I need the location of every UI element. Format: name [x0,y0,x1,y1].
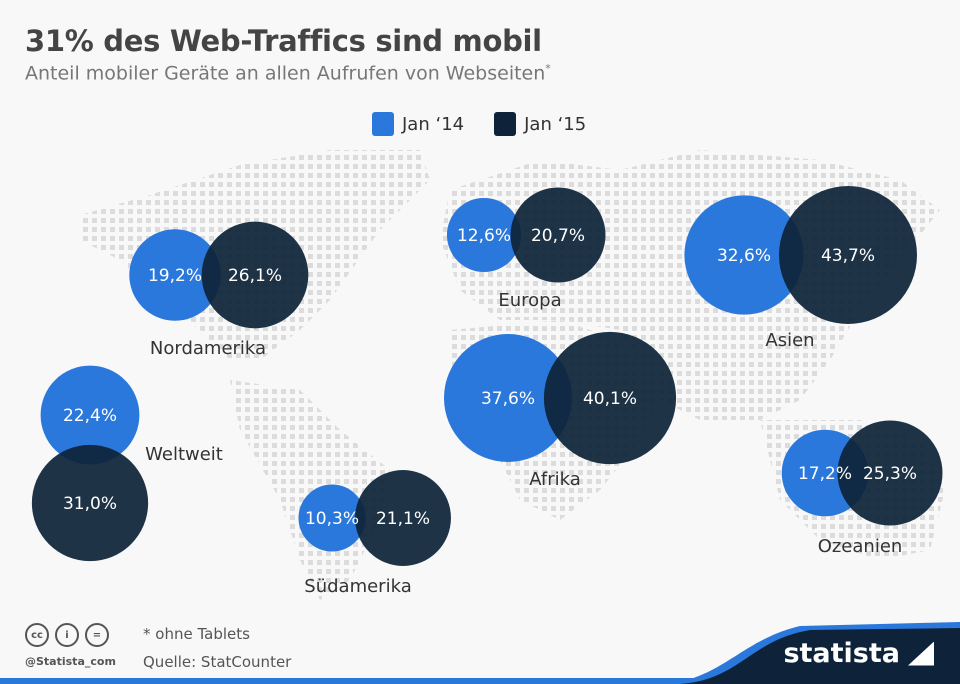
cc-icon[interactable]: cc [25,623,49,647]
data-label: 22,4% [63,406,117,426]
data-label: 40,1% [583,389,637,409]
bubble-jan14-asien [684,195,804,315]
bubble-jan14-nordamerika [129,229,221,321]
legend-swatch-jan15 [494,112,517,136]
subtitle-text: Anteil mobiler Geräte an allen Aufrufen … [25,62,546,85]
attribution-icon[interactable]: i [55,623,79,647]
license-icons: cc i = [25,623,109,647]
region-label: Nordamerika [150,338,266,359]
data-label: 32,6% [717,246,771,266]
chart-title: 31% des Web-Traffics sind mobil [25,24,542,58]
statista-logo[interactable]: statista [783,638,934,669]
footnote: * ohne Tablets [143,625,250,643]
chart-subtitle: Anteil mobiler Geräte an allen Aufrufen … [25,62,551,84]
brand-text: statista [783,638,900,669]
legend-item-jan15: Jan ‘15 [494,112,586,136]
data-label: 43,7% [821,246,875,266]
region-label: Europa [498,290,561,311]
no-derivatives-icon[interactable]: = [85,623,109,647]
data-label: 20,7% [531,226,585,246]
statista-mark-icon [908,641,934,666]
bubble-jan15-asien [779,186,917,324]
twitter-handle[interactable]: @Statista_com [25,655,116,668]
legend-label: Jan ‘15 [524,113,587,135]
region-label: Weltweit [145,444,223,465]
data-label: 37,6% [481,389,535,409]
data-label: 21,1% [376,509,430,529]
legend-label: Jan ‘14 [402,113,465,135]
data-label: 17,2% [798,464,852,484]
bubble-jan14-europa [446,197,522,273]
source: Quelle: StatCounter [143,653,292,671]
footnote-mark: * [545,62,551,75]
data-label: 10,3% [305,509,359,529]
bubble-jan14-südamerika [298,484,366,552]
bubble-jan15-ozeanien [837,420,943,526]
data-label: 31,0% [63,494,117,514]
bubble-jan15-afrika [543,331,677,465]
bubble-jan15-südamerika [355,470,451,566]
bubble-jan15-nordamerika [201,221,309,329]
region-label: Ozeanien [818,536,903,557]
data-label: 26,1% [228,266,282,286]
legend-swatch-jan14 [372,112,394,136]
bubble-jan15-europa [510,187,606,283]
data-label: 19,2% [148,266,202,286]
footer-band [0,622,960,684]
region-label: Asien [765,330,814,351]
bubble-jan15-weltweit [31,444,149,562]
region-label: Afrika [529,469,581,490]
legend: Jan ‘14 Jan ‘15 [372,112,586,136]
region-label: Südamerika [304,576,411,597]
bubble-jan14-afrika [443,333,573,463]
data-label: 25,3% [863,464,917,484]
bubble-jan14-weltweit [40,365,140,465]
legend-item-jan14: Jan ‘14 [372,112,464,136]
data-label: 12,6% [457,226,511,246]
